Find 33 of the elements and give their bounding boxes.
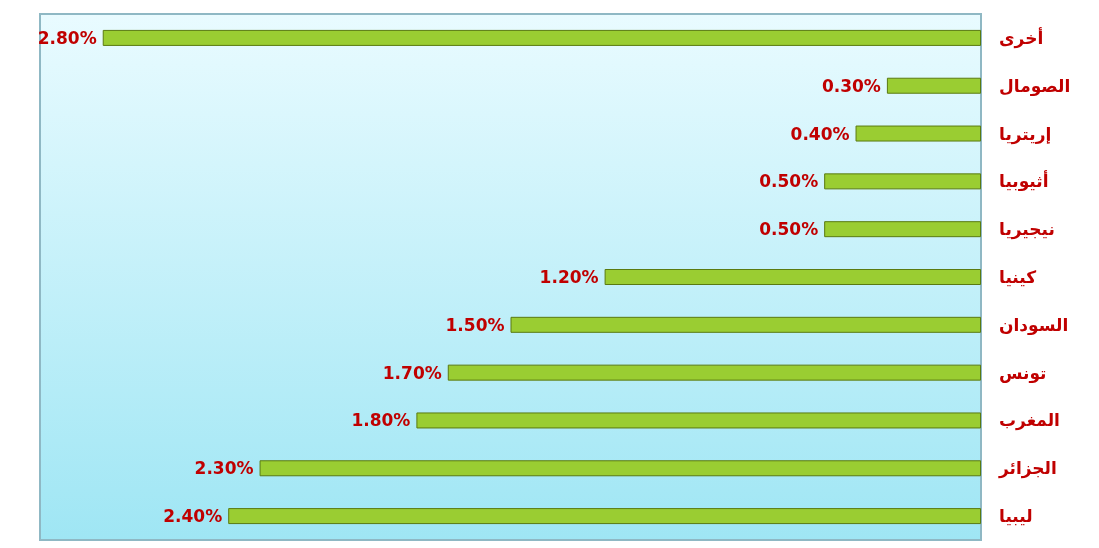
y-tick-label: تونس: [999, 362, 1047, 384]
y-tick-label: السودان: [999, 314, 1069, 336]
y-tick-label: الجزائر: [998, 458, 1057, 480]
bar: [416, 412, 981, 429]
y-tick-label: أثيوبيا: [999, 170, 1049, 193]
y-tick-label: نيجيريا: [999, 219, 1055, 241]
bar: [604, 269, 981, 285]
bar: [824, 173, 981, 190]
bar: [102, 29, 981, 46]
bar: [447, 364, 981, 381]
bar: [855, 125, 981, 142]
y-tick-label: الصومال: [999, 75, 1071, 97]
data-label: 1.50%: [445, 314, 505, 335]
y-tick-label: إريتريا: [999, 123, 1052, 145]
bar: [228, 508, 981, 525]
bar: [886, 77, 981, 94]
data-label: 0.40%: [790, 123, 850, 144]
data-label: 0.50%: [759, 171, 819, 192]
bar: [259, 460, 981, 477]
data-label: 0.30%: [821, 75, 881, 96]
y-tick-label: أخرى: [999, 26, 1044, 49]
data-label: 2.80%: [37, 27, 97, 48]
y-tick-label: ليبيا: [999, 506, 1033, 527]
data-label: 1.70%: [382, 362, 442, 383]
bar: [824, 221, 981, 238]
data-label: 2.40%: [163, 506, 223, 527]
y-tick-label: كينيا: [999, 267, 1037, 287]
data-label: 1.80%: [351, 410, 411, 431]
y-tick-label: المغرب: [999, 410, 1060, 432]
data-label: 0.50%: [759, 219, 819, 240]
bar: [510, 316, 981, 333]
data-label: 1.20%: [539, 267, 599, 287]
data-label: 2.30%: [194, 458, 254, 479]
